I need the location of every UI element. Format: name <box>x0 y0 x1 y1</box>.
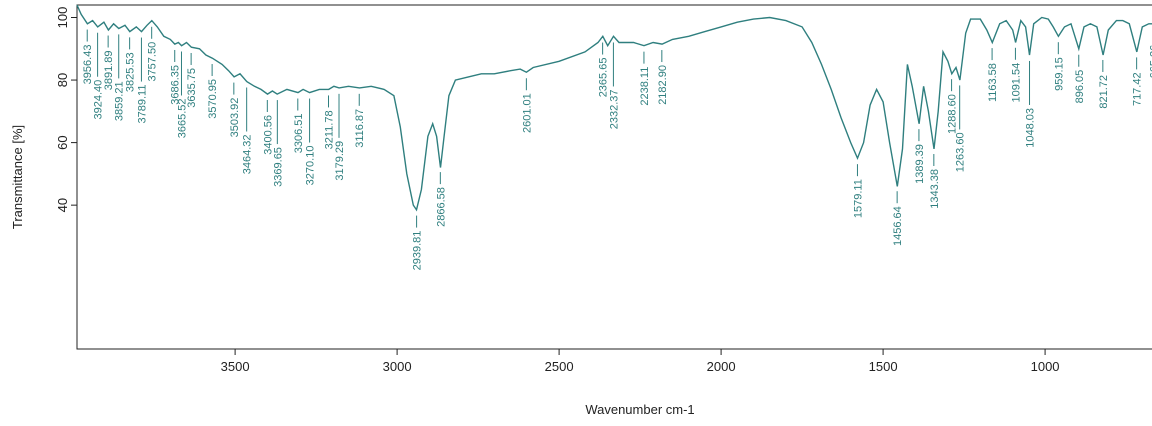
peak-label: 3400.56 <box>262 115 274 155</box>
peak-label: 2365.65 <box>598 58 610 98</box>
peak-label: 959.15 <box>1053 57 1065 91</box>
peak-label: 896.05 <box>1074 70 1086 104</box>
peak-label: 3825.53 <box>125 52 137 92</box>
peak-label: 3956.43 <box>82 45 94 85</box>
peak-label: 1163.58 <box>987 63 999 102</box>
y-axis-label: Transmittance [%] <box>10 125 25 229</box>
peak-label: 3116.87 <box>354 109 366 148</box>
peak-label: 2238.11 <box>639 67 651 106</box>
x-tick-label: 1500 <box>869 359 898 374</box>
x-tick-label: 3500 <box>221 359 250 374</box>
peak-label: 665.26 <box>1149 45 1152 79</box>
peak-label: 2182.90 <box>657 65 669 105</box>
peak-label: 3369.65 <box>272 147 284 187</box>
peak-label: 717.42 <box>1132 72 1144 106</box>
x-tick-label: 1000 <box>1031 359 1060 374</box>
peak-label: 3306.51 <box>293 114 305 154</box>
peak-label: 3503.92 <box>229 98 241 138</box>
peak-label: 2601.01 <box>521 93 533 133</box>
peak-label: 1048.03 <box>1025 108 1037 148</box>
peak-label: 1343.38 <box>929 169 941 209</box>
peak-label: 1389.39 <box>914 144 926 184</box>
plot-frame <box>76 4 1152 350</box>
peak-label: 3464.32 <box>242 134 254 174</box>
peak-label: 1288.60 <box>947 94 959 134</box>
peak-label: 3924.40 <box>93 80 105 120</box>
peak-label: 3270.10 <box>305 146 317 186</box>
x-tick-label: 3000 <box>383 359 412 374</box>
peak-label: 3789.11 <box>136 85 148 124</box>
x-tick-label: 2500 <box>545 359 574 374</box>
spectrum-line <box>76 4 1152 212</box>
x-axis-label: Wavenumber cm-1 <box>585 402 694 417</box>
peak-label: 3635.75 <box>186 68 198 108</box>
peak-label: 3179.29 <box>334 141 346 181</box>
peak-label: 3570.95 <box>207 79 219 119</box>
peak-label: 3859.21 <box>114 81 126 121</box>
y-tick-label: 60 <box>55 135 70 149</box>
peak-label: 1263.60 <box>955 132 967 172</box>
peak-label: 3891.89 <box>103 51 115 91</box>
peak-label: 2866.58 <box>435 187 447 227</box>
y-tick-label: 80 <box>55 73 70 87</box>
x-tick-label: 2000 <box>707 359 736 374</box>
peak-label: 1091.54 <box>1010 63 1022 103</box>
peak-label: 2332.37 <box>608 89 620 129</box>
peak-label: 821.72 <box>1098 75 1110 109</box>
peak-label: 2939.81 <box>412 231 424 271</box>
peak-label: 1579.11 <box>852 179 864 218</box>
peak-label: 1456.64 <box>892 206 904 246</box>
peak-label: 3757.50 <box>147 42 159 82</box>
y-tick-label: 40 <box>55 198 70 212</box>
peak-label: 3665.52 <box>176 98 188 138</box>
y-tick-label: 100 <box>55 7 70 29</box>
peak-label: 3686.35 <box>170 65 182 105</box>
peak-label: 3211.78 <box>323 110 335 149</box>
